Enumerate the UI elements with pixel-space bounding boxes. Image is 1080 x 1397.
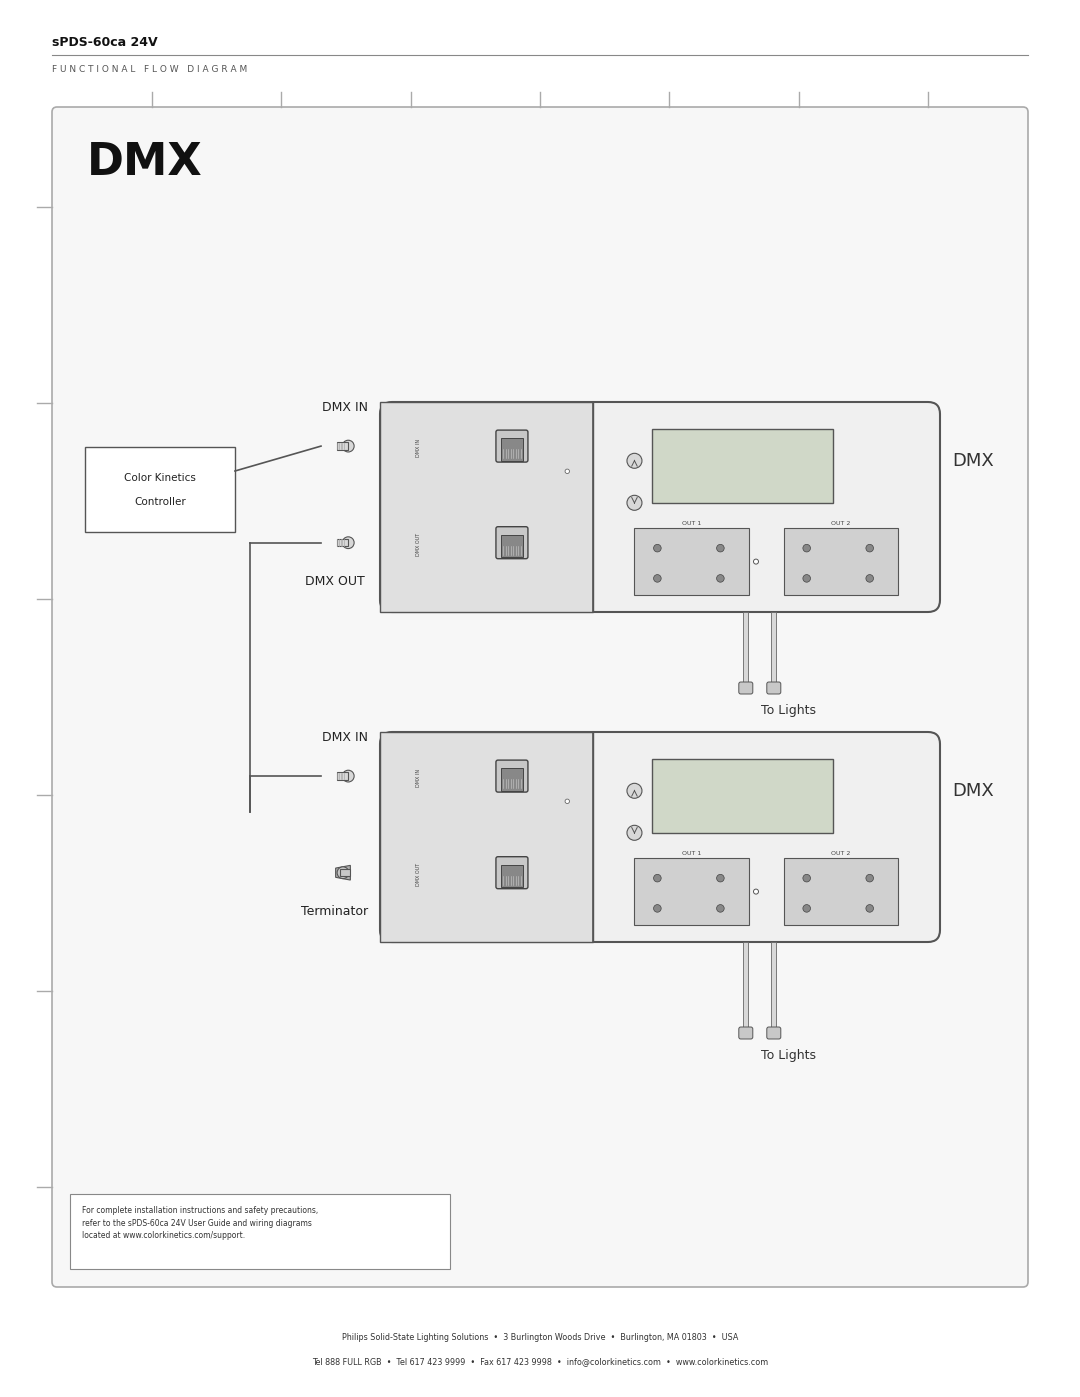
Bar bbox=[652, 760, 833, 833]
Circle shape bbox=[754, 888, 758, 894]
Text: Color Kinetics: Color Kinetics bbox=[124, 472, 195, 483]
Text: DMX: DMX bbox=[951, 451, 994, 469]
Circle shape bbox=[866, 574, 874, 583]
FancyBboxPatch shape bbox=[739, 1027, 753, 1039]
Bar bbox=[634, 528, 750, 595]
Bar bbox=[771, 942, 777, 1027]
Circle shape bbox=[627, 453, 642, 468]
Bar bbox=[784, 528, 899, 595]
Polygon shape bbox=[336, 865, 350, 880]
Circle shape bbox=[342, 770, 354, 782]
Text: DMX OUT: DMX OUT bbox=[416, 534, 421, 556]
Text: Controller: Controller bbox=[134, 497, 186, 507]
Text: DMX IN: DMX IN bbox=[416, 439, 421, 457]
Text: DMX: DMX bbox=[951, 782, 994, 800]
Circle shape bbox=[653, 574, 661, 583]
Circle shape bbox=[866, 905, 874, 912]
Circle shape bbox=[802, 905, 810, 912]
Bar bbox=[743, 942, 748, 1027]
Circle shape bbox=[565, 469, 569, 474]
Circle shape bbox=[866, 545, 874, 552]
Circle shape bbox=[802, 574, 810, 583]
Circle shape bbox=[717, 545, 725, 552]
Circle shape bbox=[565, 799, 569, 803]
Text: OUT 2: OUT 2 bbox=[832, 521, 851, 527]
FancyBboxPatch shape bbox=[767, 682, 781, 694]
Circle shape bbox=[653, 545, 661, 552]
Circle shape bbox=[627, 496, 642, 510]
Text: Terminator: Terminator bbox=[301, 905, 368, 918]
Text: OUT 1: OUT 1 bbox=[683, 521, 701, 527]
FancyBboxPatch shape bbox=[380, 402, 940, 612]
FancyBboxPatch shape bbox=[767, 1027, 781, 1039]
Bar bbox=[501, 865, 523, 887]
Circle shape bbox=[754, 559, 758, 564]
Circle shape bbox=[342, 536, 354, 549]
Bar bbox=[771, 612, 777, 682]
Text: DMX: DMX bbox=[87, 141, 203, 183]
Text: DMX OUT: DMX OUT bbox=[416, 863, 421, 886]
Circle shape bbox=[802, 875, 810, 882]
Circle shape bbox=[866, 875, 874, 882]
FancyBboxPatch shape bbox=[496, 760, 528, 792]
Text: F U N C T I O N A L   F L O W   D I A G R A M: F U N C T I O N A L F L O W D I A G R A … bbox=[52, 64, 247, 74]
Bar bbox=[337, 773, 348, 780]
Circle shape bbox=[717, 574, 725, 583]
Bar bbox=[743, 612, 748, 682]
Circle shape bbox=[627, 784, 642, 798]
Circle shape bbox=[627, 826, 642, 841]
Text: To Lights: To Lights bbox=[761, 704, 816, 717]
Bar bbox=[784, 858, 899, 925]
Text: DMX IN: DMX IN bbox=[322, 731, 368, 745]
FancyBboxPatch shape bbox=[496, 527, 528, 559]
Circle shape bbox=[717, 875, 725, 882]
Text: For complete installation instructions and safety precautions,
refer to the sPDS: For complete installation instructions a… bbox=[82, 1206, 319, 1241]
Bar bbox=[380, 402, 593, 612]
Text: DMX OUT: DMX OUT bbox=[306, 574, 365, 588]
Bar bbox=[337, 443, 348, 450]
Text: sPDS-60ca 24V: sPDS-60ca 24V bbox=[52, 35, 158, 49]
Bar bbox=[337, 539, 348, 546]
Text: Tel 888 FULL RGB  •  Tel 617 423 9999  •  Fax 617 423 9998  •  info@colorkinetic: Tel 888 FULL RGB • Tel 617 423 9999 • Fa… bbox=[312, 1358, 768, 1366]
Text: DMX IN: DMX IN bbox=[416, 770, 421, 788]
Bar bbox=[501, 439, 523, 461]
Text: OUT 2: OUT 2 bbox=[832, 851, 851, 856]
Bar bbox=[85, 447, 235, 532]
Bar bbox=[652, 429, 833, 503]
FancyBboxPatch shape bbox=[52, 108, 1028, 1287]
FancyBboxPatch shape bbox=[496, 856, 528, 888]
Bar bbox=[340, 869, 350, 876]
FancyBboxPatch shape bbox=[739, 682, 753, 694]
Circle shape bbox=[802, 545, 810, 552]
Bar bbox=[501, 768, 523, 791]
Circle shape bbox=[717, 905, 725, 912]
FancyBboxPatch shape bbox=[380, 732, 940, 942]
Text: DMX IN: DMX IN bbox=[322, 401, 368, 414]
Bar bbox=[634, 858, 750, 925]
Text: OUT 1: OUT 1 bbox=[683, 851, 701, 856]
Circle shape bbox=[342, 440, 354, 453]
Bar bbox=[70, 1194, 450, 1268]
Text: Philips Solid-State Lighting Solutions  •  3 Burlington Woods Drive  •  Burlingt: Philips Solid-State Lighting Solutions •… bbox=[341, 1333, 739, 1341]
FancyBboxPatch shape bbox=[496, 430, 528, 462]
Circle shape bbox=[337, 866, 349, 879]
Text: To Lights: To Lights bbox=[761, 1049, 816, 1062]
Bar bbox=[380, 732, 593, 942]
Circle shape bbox=[653, 905, 661, 912]
Circle shape bbox=[653, 875, 661, 882]
Bar bbox=[501, 535, 523, 557]
